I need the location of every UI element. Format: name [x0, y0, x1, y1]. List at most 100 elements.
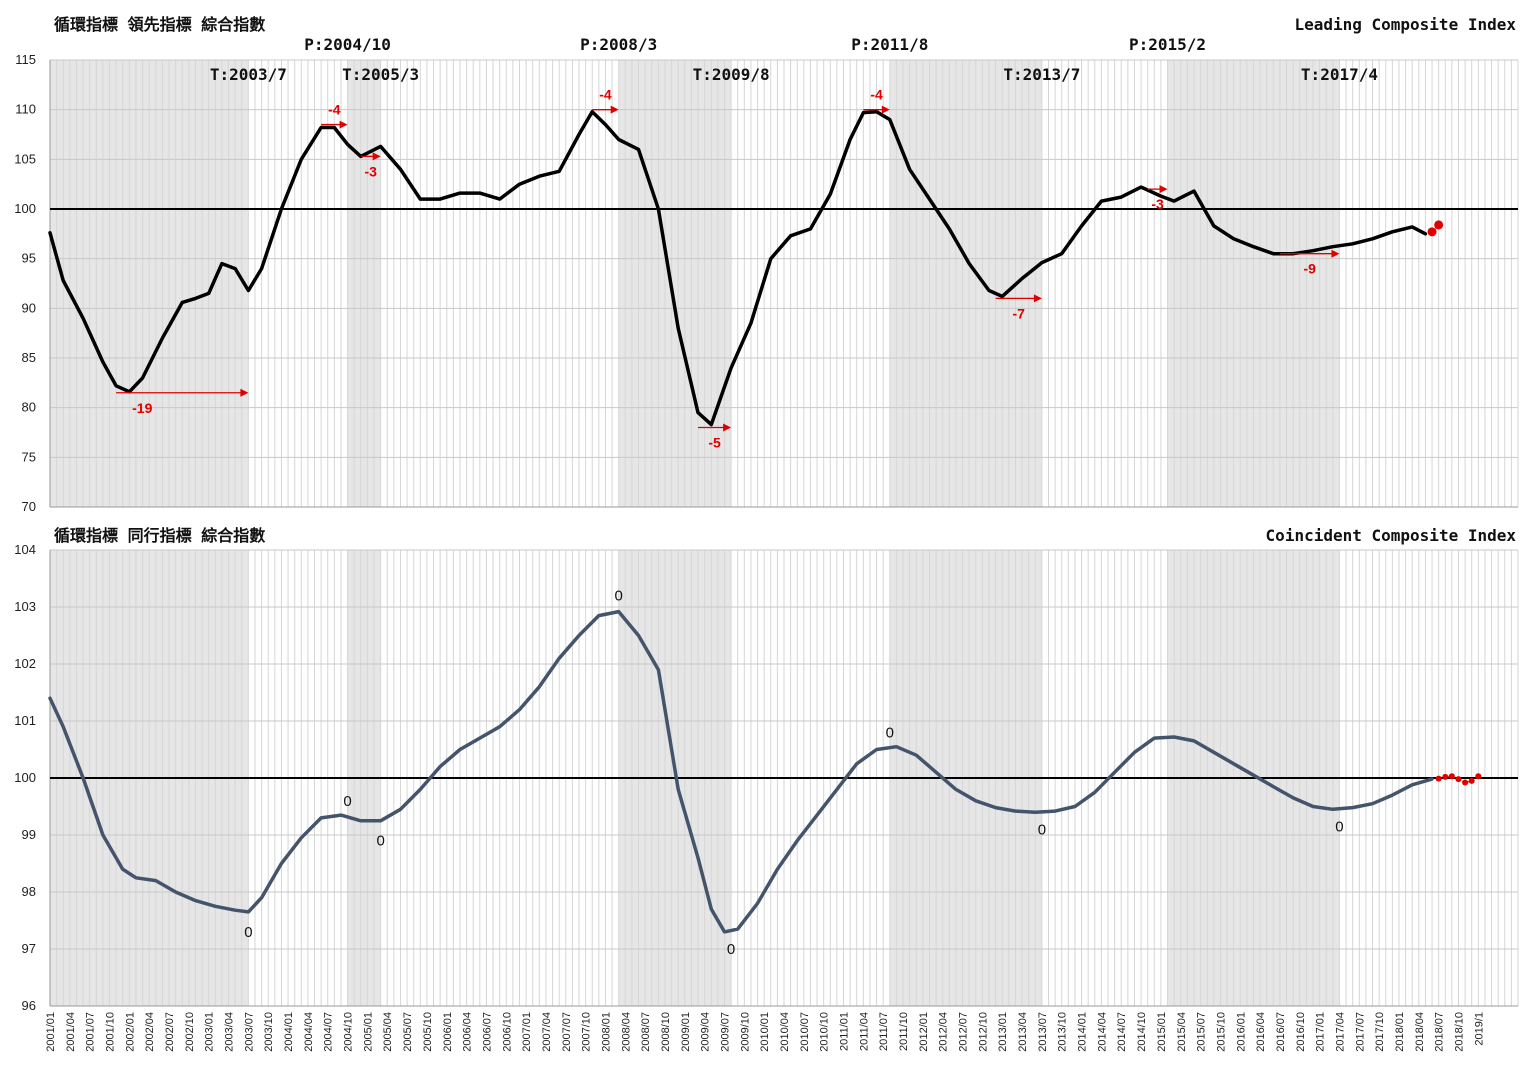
x-tick-label: 2012/01	[918, 1012, 930, 1052]
arrow-head-icon	[240, 388, 249, 397]
x-tick-label: 2011/04	[858, 1012, 870, 1051]
y-tick-label: 101	[14, 713, 36, 728]
arrow-head-icon	[881, 105, 890, 114]
x-tick-label: 2009/01	[680, 1012, 692, 1052]
x-tick-label: 2015/07	[1196, 1012, 1208, 1052]
lead-months-label: -19	[132, 400, 152, 416]
x-tick-label: 2002/10	[184, 1012, 196, 1052]
lead-months-label: -9	[1303, 261, 1316, 277]
turning-point-label: 0	[343, 793, 351, 810]
y-tick-label: 70	[22, 499, 36, 514]
peak-label: P:2008/3	[580, 35, 657, 54]
arrow-head-icon	[1033, 294, 1042, 303]
preliminary-point	[1468, 777, 1475, 784]
preliminary-point	[1448, 773, 1455, 780]
peak-label: P:2015/2	[1129, 35, 1206, 54]
x-tick-label: 2005/01	[362, 1012, 374, 1052]
y-tick-label: 110	[15, 102, 36, 117]
series-line	[48, 109, 1428, 427]
x-tick-label: 2012/10	[977, 1012, 989, 1052]
arrow-head-icon	[1159, 185, 1168, 194]
lead-months-label: -4	[328, 102, 341, 118]
y-tick-label: 96	[22, 998, 36, 1013]
x-tick-label: 2014/10	[1136, 1012, 1148, 1052]
y-tick-label: 90	[22, 300, 36, 315]
y-tick-label: 75	[22, 449, 36, 464]
x-tick-label: 2018/07	[1434, 1012, 1446, 1052]
lead-months-label: -5	[708, 435, 721, 451]
arrow-head-icon	[723, 423, 732, 432]
x-tick-label: 2001/07	[85, 1012, 97, 1052]
y-tick-label: 104	[14, 542, 36, 557]
preliminary-point	[1462, 779, 1469, 786]
x-tick-label: 2003/01	[204, 1012, 216, 1052]
arrow-head-icon	[610, 105, 619, 114]
x-tick-label: 2016/01	[1235, 1012, 1247, 1052]
y-tick-label: 100	[14, 770, 36, 785]
x-tick-label: 2006/07	[481, 1012, 493, 1052]
x-tick-label: 2007/01	[521, 1012, 533, 1052]
lead-months-label: -4	[870, 87, 883, 103]
preliminary-point	[1427, 227, 1437, 237]
x-tick-label: 2002/01	[124, 1012, 136, 1052]
y-tick-label: 95	[22, 251, 36, 266]
x-tick-label: 2017/07	[1354, 1012, 1366, 1052]
turning-point-label: 0	[1038, 821, 1046, 838]
trough-label: T:2005/3	[342, 65, 419, 84]
turning-point-label: 0	[727, 941, 735, 958]
x-tick-label: 2007/10	[581, 1012, 593, 1052]
x-tick-label: 2002/04	[144, 1012, 156, 1052]
peak-label: P:2004/10	[304, 35, 391, 54]
preliminary-point	[1455, 776, 1462, 783]
trough-label: T:2003/7	[210, 65, 287, 84]
trough-label: T:2009/8	[693, 65, 770, 84]
x-tick-label: 2004/10	[343, 1012, 355, 1052]
x-tick-label: 2015/01	[1156, 1012, 1168, 1052]
arrow-head-icon	[1331, 249, 1340, 258]
x-tick-label: 2004/04	[303, 1012, 315, 1052]
x-tick-label: 2013/07	[1037, 1012, 1049, 1052]
turning-point-label: 0	[886, 724, 894, 741]
x-tick-label: 2001/01	[45, 1012, 57, 1052]
x-tick-label: 2017/10	[1374, 1012, 1386, 1052]
peak-label: P:2011/8	[851, 35, 928, 54]
preliminary-point	[1435, 775, 1442, 782]
shaded-period	[347, 60, 381, 507]
x-tick-label: 2010/10	[819, 1012, 831, 1052]
chart-title: 循環指標 同行指標 綜合指數	[54, 526, 265, 545]
x-tick-label: 2006/10	[501, 1012, 513, 1052]
x-tick-label: 2015/04	[1176, 1012, 1188, 1052]
x-tick-label: 2002/07	[164, 1012, 176, 1052]
x-tick-label: 2008/01	[600, 1012, 612, 1052]
x-tick-label: 2013/04	[1017, 1012, 1029, 1052]
trough-label: T:2017/4	[1301, 65, 1378, 84]
x-tick-label: 2018/10	[1453, 1012, 1465, 1052]
y-tick-label: 100	[14, 201, 36, 216]
chart-subtitle: Coincident Composite Index	[1266, 526, 1517, 545]
x-tick-label: 2005/10	[422, 1012, 434, 1052]
x-tick-label: 2010/07	[799, 1012, 811, 1052]
lead-months-label: -7	[1013, 305, 1026, 321]
x-tick-label: 2009/04	[700, 1012, 712, 1052]
turning-point-label: 0	[1335, 818, 1343, 835]
y-tick-label: 80	[22, 400, 36, 415]
x-tick-label: 2010/01	[759, 1012, 771, 1052]
preliminary-point	[1475, 773, 1482, 780]
x-tick-label: 2007/07	[561, 1012, 573, 1052]
arrow-head-icon	[372, 152, 381, 161]
x-tick-label: 2011/10	[898, 1012, 910, 1051]
x-tick-label: 2009/07	[719, 1012, 731, 1052]
lead-months-label: -4	[599, 87, 612, 103]
x-tick-label: 2014/07	[1116, 1012, 1128, 1052]
y-tick-label: 102	[14, 656, 36, 671]
x-tick-label: 2017/01	[1315, 1012, 1327, 1052]
preliminary-point	[1442, 773, 1449, 780]
x-tick-label: 2006/01	[442, 1012, 454, 1052]
x-tick-label: 2019/1	[1473, 1012, 1485, 1046]
y-tick-label: 115	[15, 52, 36, 67]
x-tick-label: 2005/04	[382, 1012, 394, 1052]
x-tick-label: 2018/04	[1414, 1012, 1426, 1052]
x-tick-label: 2009/10	[739, 1012, 751, 1052]
y-tick-label: 97	[22, 941, 36, 956]
